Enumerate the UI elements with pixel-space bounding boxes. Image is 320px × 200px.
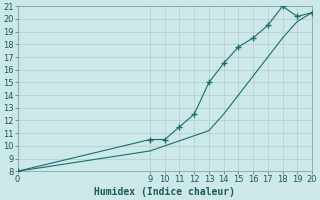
X-axis label: Humidex (Indice chaleur): Humidex (Indice chaleur) xyxy=(94,187,235,197)
